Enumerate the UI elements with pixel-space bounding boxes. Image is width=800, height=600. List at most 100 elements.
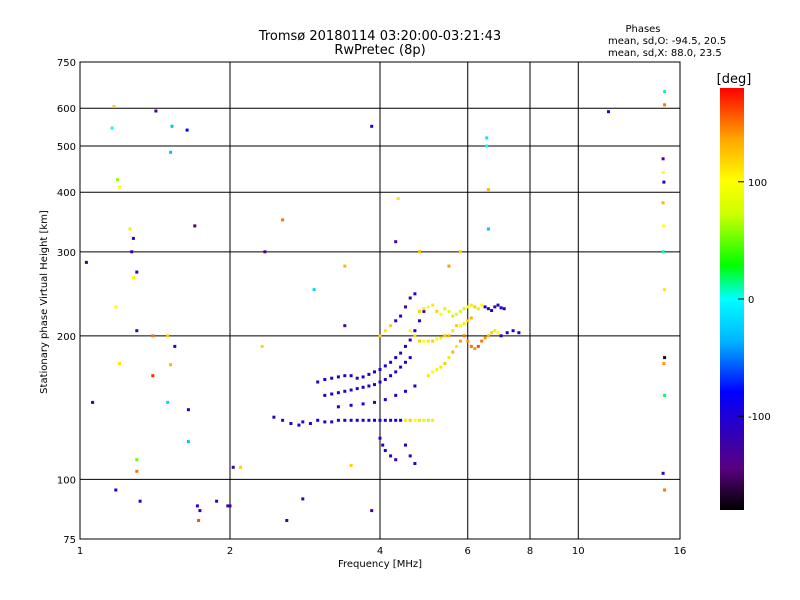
data-point	[272, 415, 276, 419]
data-point	[404, 360, 407, 364]
data-point	[418, 250, 421, 254]
data-point	[389, 360, 393, 364]
data-point	[447, 356, 451, 360]
data-point	[499, 334, 503, 338]
data-point	[130, 250, 134, 254]
plot-frame	[79, 61, 681, 540]
data-point	[443, 362, 447, 365]
data-point	[381, 443, 385, 447]
data-point	[173, 344, 177, 348]
data-point	[361, 385, 365, 389]
data-point	[493, 305, 497, 309]
data-point	[118, 362, 121, 365]
data-point	[455, 324, 459, 328]
data-point	[383, 418, 387, 422]
data-point	[378, 436, 382, 440]
data-point	[476, 344, 480, 348]
data-point	[408, 454, 412, 458]
data-point	[661, 471, 665, 475]
data-point	[483, 305, 487, 309]
data-point	[399, 418, 403, 422]
data-point	[394, 458, 398, 462]
data-point	[663, 488, 667, 492]
data-point	[239, 465, 243, 469]
x-tick-label: 8	[527, 546, 533, 557]
data-point	[485, 144, 489, 148]
data-point	[355, 418, 359, 422]
data-point	[413, 384, 417, 388]
data-point	[451, 314, 455, 318]
data-point	[373, 418, 376, 422]
data-point	[394, 393, 398, 397]
x-axis-label: Frequency [MHz]	[338, 559, 422, 570]
data-point	[263, 250, 267, 254]
data-point	[349, 403, 353, 407]
data-point	[413, 418, 417, 422]
data-point	[118, 185, 121, 189]
data-point	[285, 519, 289, 522]
data-point	[151, 334, 155, 338]
data-point	[378, 380, 382, 384]
data-point	[215, 499, 219, 503]
x-tick-label: 16	[674, 546, 687, 557]
data-point	[383, 329, 387, 333]
data-point	[480, 339, 484, 343]
data-point	[469, 344, 473, 348]
data-point	[462, 322, 466, 326]
data-point	[355, 376, 359, 380]
data-point	[367, 384, 371, 388]
data-point	[413, 462, 417, 465]
data-point	[439, 336, 443, 340]
data-point	[483, 336, 487, 340]
data-point	[499, 306, 503, 310]
data-point	[486, 227, 490, 231]
data-point	[422, 418, 426, 422]
y-tick-label: 300	[57, 248, 76, 259]
data-point	[323, 420, 327, 424]
data-point	[517, 331, 521, 335]
data-point	[466, 319, 470, 323]
data-point	[426, 418, 430, 422]
data-point	[169, 150, 173, 154]
data-point	[135, 469, 139, 473]
data-point	[281, 418, 285, 422]
data-point	[336, 375, 340, 379]
data-point	[490, 309, 494, 312]
data-point	[367, 418, 371, 422]
data-point	[226, 504, 230, 508]
data-point	[663, 288, 667, 292]
data-point	[458, 250, 462, 254]
data-point	[131, 236, 135, 240]
data-point	[389, 324, 393, 328]
data-point	[349, 374, 353, 378]
stats-line-x: mean, sd,X: 88.0, 23.5	[608, 48, 722, 59]
data-point	[404, 418, 407, 422]
data-point	[486, 307, 490, 311]
data-point	[195, 504, 199, 508]
y-tick-label: 400	[57, 188, 76, 199]
data-point	[399, 314, 403, 318]
data-point	[418, 319, 421, 323]
stats-line-o: mean, sd,O: -94.5, 20.5	[608, 36, 726, 47]
data-point	[408, 296, 412, 300]
data-point	[447, 264, 451, 268]
data-point	[128, 227, 132, 231]
data-point	[349, 463, 353, 467]
data-point	[469, 316, 473, 320]
data-point	[138, 499, 142, 503]
data-point	[185, 128, 189, 132]
data-point	[349, 388, 353, 392]
data-point	[389, 374, 393, 378]
data-point	[435, 368, 439, 371]
data-point	[383, 398, 387, 402]
colorbar-label: [deg]	[717, 72, 752, 87]
data-point	[431, 370, 435, 374]
data-point	[663, 393, 667, 397]
data-point	[496, 331, 500, 335]
stats-heading: Phases	[625, 24, 660, 35]
data-point	[413, 329, 417, 333]
data-point	[84, 260, 88, 264]
data-point	[496, 303, 500, 307]
data-point	[435, 337, 439, 341]
